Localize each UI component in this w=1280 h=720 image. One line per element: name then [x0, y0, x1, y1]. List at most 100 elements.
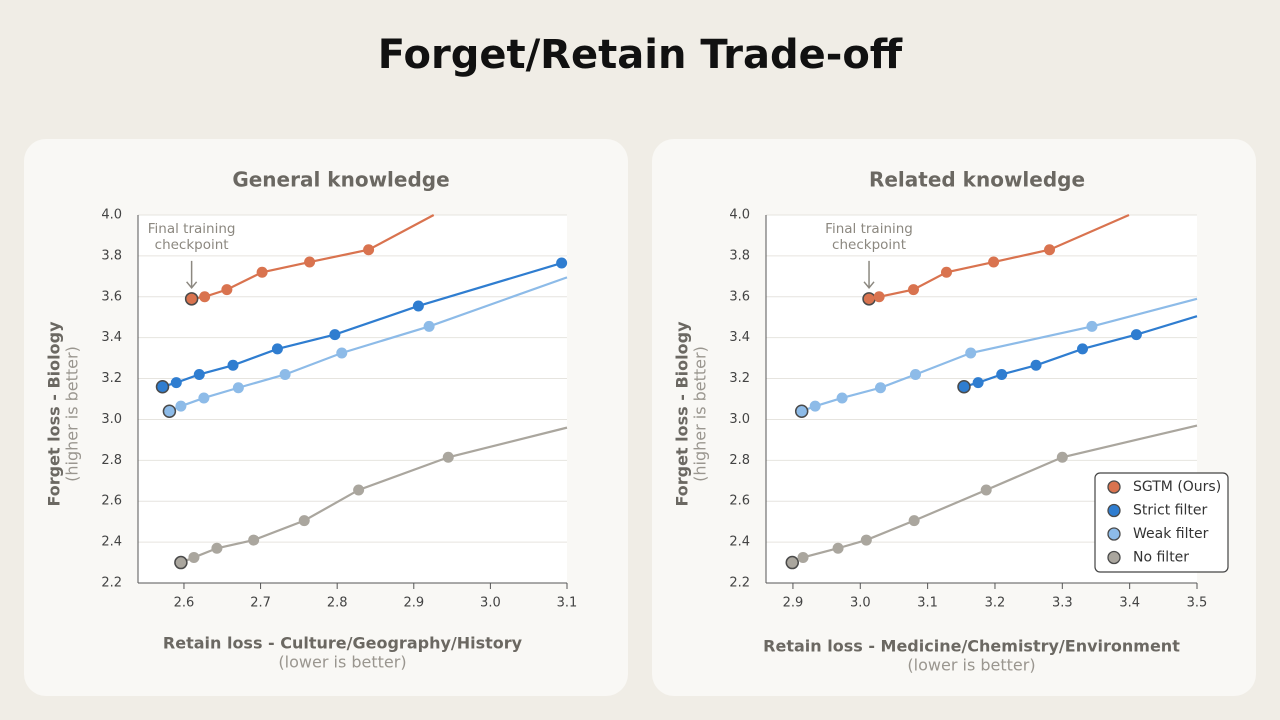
marker — [1056, 451, 1068, 463]
y-tick-label: 4.0 — [729, 208, 750, 223]
marker — [908, 515, 920, 527]
y-axis-note: (higher is better) — [63, 346, 82, 482]
marker — [412, 300, 424, 312]
marker — [221, 284, 233, 296]
x-tick-label: 2.9 — [403, 596, 424, 611]
marker — [198, 392, 210, 404]
marker — [980, 484, 992, 496]
y-tick-label: 3.4 — [101, 330, 122, 345]
marker — [170, 377, 182, 389]
y-axis-note: (higher is better) — [691, 346, 710, 482]
plot-area — [138, 215, 567, 583]
checkpoint-marker — [785, 555, 800, 570]
legend-label: Strict filter — [1133, 503, 1207, 519]
marker — [193, 368, 205, 380]
checkpoint-marker — [184, 292, 199, 306]
x-tick-label: 3.0 — [480, 596, 501, 611]
y-tick-label: 2.4 — [101, 535, 122, 550]
page-title: Forget/Retain Trade-off — [378, 32, 903, 78]
marker — [874, 382, 886, 394]
marker — [188, 551, 200, 563]
marker — [809, 400, 821, 412]
annotation: checkpoint — [832, 237, 906, 253]
legend-label: SGTM (Ours) — [1133, 479, 1221, 495]
x-axis-note: (lower is better) — [907, 656, 1035, 675]
y-tick-label: 2.4 — [729, 535, 750, 550]
annotation: Final training — [825, 221, 913, 237]
y-tick-label: 3.0 — [101, 412, 122, 427]
marker — [271, 343, 283, 355]
chart-title: Related knowledge — [869, 168, 1085, 192]
marker — [860, 534, 872, 546]
marker — [1044, 244, 1056, 256]
marker — [996, 368, 1008, 380]
annotation-arrow — [863, 260, 875, 289]
y-tick-label: 3.8 — [101, 248, 122, 263]
x-tick-label: 2.9 — [783, 596, 804, 611]
x-tick-label: 3.2 — [985, 596, 1006, 611]
marker — [199, 291, 211, 303]
marker — [907, 284, 919, 296]
marker — [256, 266, 268, 278]
marker — [298, 515, 310, 527]
annotation: Final training — [148, 221, 236, 237]
x-tick-label: 3.3 — [1052, 596, 1073, 611]
marker — [248, 534, 260, 546]
series-line — [791, 424, 1198, 564]
marker — [940, 266, 952, 278]
checkpoint-marker — [794, 404, 809, 419]
y-tick-label: 3.6 — [101, 289, 122, 304]
legend-label: No filter — [1133, 550, 1189, 566]
y-axis-label: Forget loss - Biology — [45, 321, 64, 507]
plot-clip — [785, 213, 1198, 570]
marker — [353, 484, 365, 496]
y-tick-label: 2.6 — [101, 494, 122, 509]
marker — [227, 359, 239, 371]
x-axis-note: (lower is better) — [278, 653, 406, 672]
marker — [988, 256, 1000, 268]
checkpoint-marker — [957, 379, 971, 394]
marker — [972, 377, 984, 389]
marker — [329, 329, 341, 341]
y-tick-label: 2.2 — [101, 576, 122, 591]
marker — [873, 291, 885, 303]
legend-swatch — [1107, 550, 1121, 565]
marker — [1130, 329, 1142, 341]
y-tick-label: 3.4 — [729, 330, 750, 345]
x-axis-label: Retain loss - Medicine/Chemistry/Environ… — [763, 637, 1180, 656]
annotation: checkpoint — [155, 237, 229, 253]
y-tick-label: 3.6 — [729, 289, 750, 304]
marker — [304, 256, 316, 268]
y-tick-label: 3.0 — [729, 412, 750, 427]
x-tick-label: 2.6 — [174, 596, 195, 611]
marker — [836, 392, 848, 404]
y-tick-label: 2.2 — [729, 576, 750, 591]
x-tick-label: 2.7 — [250, 596, 271, 611]
marker — [1086, 320, 1098, 332]
y-tick-label: 3.2 — [729, 371, 750, 386]
checkpoint-marker — [862, 292, 876, 306]
marker — [232, 382, 244, 394]
legend-box — [1094, 472, 1229, 573]
marker — [965, 347, 977, 359]
marker — [797, 551, 809, 563]
plot-clip — [155, 214, 568, 570]
x-tick-label: 3.0 — [850, 596, 871, 611]
checkpoint-marker — [162, 404, 177, 419]
y-tick-label: 2.6 — [729, 494, 750, 509]
y-tick-label: 4.0 — [101, 208, 122, 223]
x-tick-label: 3.1 — [917, 596, 938, 611]
x-tick-label: 2.8 — [327, 596, 348, 611]
y-tick-label: 2.8 — [101, 453, 122, 468]
marker — [910, 368, 922, 380]
legend-swatch — [1107, 503, 1121, 518]
marker — [211, 542, 223, 554]
marker — [336, 347, 348, 359]
marker — [442, 451, 454, 463]
x-axis-label: Retain loss - Culture/Geography/History — [163, 634, 523, 653]
x-tick-label: 3.4 — [1119, 596, 1140, 611]
y-tick-label: 3.2 — [101, 371, 122, 386]
marker — [279, 368, 291, 380]
x-tick-label: 3.1 — [557, 596, 578, 611]
